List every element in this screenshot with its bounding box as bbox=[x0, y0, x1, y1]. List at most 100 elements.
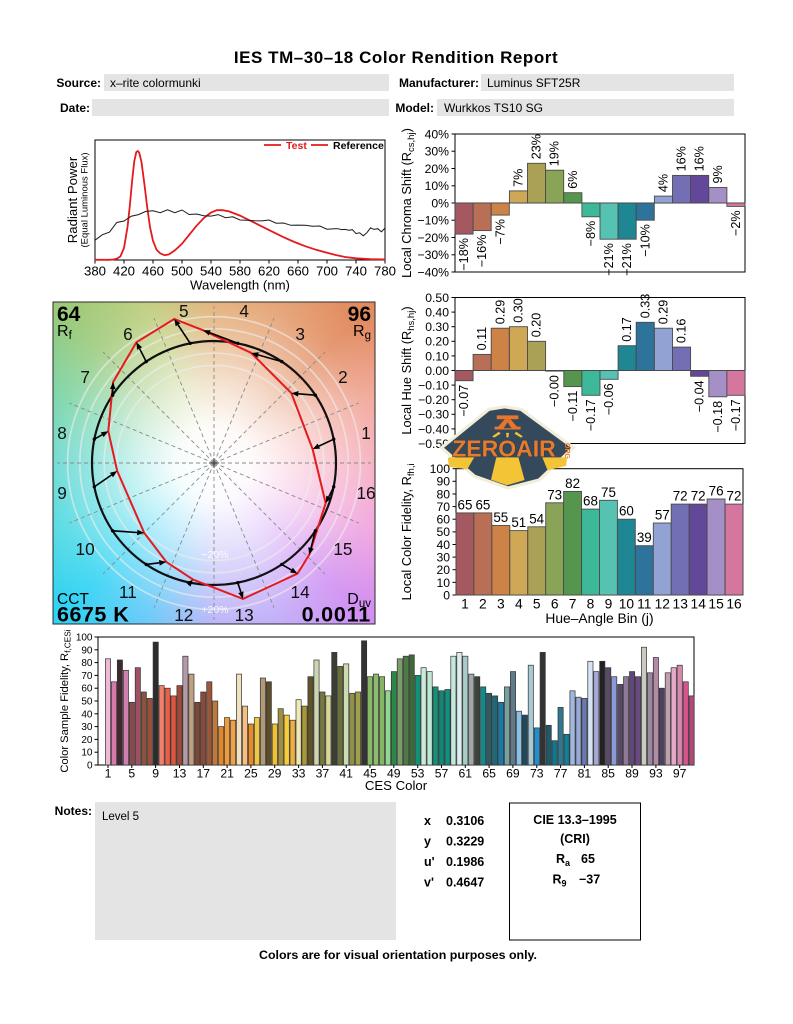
svg-text:3: 3 bbox=[295, 324, 305, 344]
svg-text:1: 1 bbox=[461, 597, 469, 612]
svg-text:51: 51 bbox=[511, 515, 526, 530]
svg-text:(Equal Luminous Flux): (Equal Luminous Flux) bbox=[80, 152, 91, 247]
svg-text:Test: Test bbox=[286, 140, 307, 152]
svg-text:70: 70 bbox=[81, 671, 93, 682]
svg-text:0.20: 0.20 bbox=[425, 335, 449, 349]
svg-text:96: 96 bbox=[348, 303, 371, 326]
svg-text:16%: 16% bbox=[693, 146, 707, 171]
svg-text:7: 7 bbox=[569, 597, 577, 612]
svg-text:y: y bbox=[424, 835, 431, 849]
svg-text:v': v' bbox=[424, 876, 434, 890]
svg-text:55: 55 bbox=[493, 510, 508, 525]
svg-text:Notes:: Notes: bbox=[55, 804, 92, 818]
svg-text:60: 60 bbox=[81, 684, 93, 695]
svg-text:−16%: −16% bbox=[475, 235, 489, 268]
svg-text:1: 1 bbox=[361, 423, 371, 443]
svg-text:80: 80 bbox=[436, 487, 450, 501]
svg-text:0.30: 0.30 bbox=[511, 298, 525, 323]
svg-text:40: 40 bbox=[436, 538, 450, 552]
svg-text:x: x bbox=[424, 814, 431, 828]
svg-text:10: 10 bbox=[436, 576, 450, 590]
svg-text:76: 76 bbox=[709, 484, 724, 499]
svg-text:0.3106: 0.3106 bbox=[446, 814, 484, 828]
svg-text:Model:: Model: bbox=[395, 101, 434, 115]
svg-text:0.20: 0.20 bbox=[530, 313, 544, 338]
svg-text:IES TM–30–18 Color Rendition R: IES TM–30–18 Color Rendition Report bbox=[234, 48, 558, 67]
svg-text:Local Hue Shift (Rhs,hj): Local Hue Shift (Rhs,hj) bbox=[399, 306, 417, 434]
svg-text:420: 420 bbox=[113, 264, 135, 279]
svg-text:Ra: Ra bbox=[556, 852, 571, 868]
svg-text:6675 K: 6675 K bbox=[57, 603, 129, 627]
svg-text:0.00: 0.00 bbox=[425, 364, 449, 378]
svg-text:72: 72 bbox=[727, 489, 742, 504]
svg-text:7%: 7% bbox=[511, 169, 525, 187]
svg-text:21: 21 bbox=[220, 767, 234, 781]
svg-text:2: 2 bbox=[479, 597, 487, 612]
svg-text:20: 20 bbox=[81, 735, 93, 746]
svg-text:49: 49 bbox=[387, 767, 401, 781]
svg-text:0.50: 0.50 bbox=[425, 291, 449, 305]
svg-text:Colors are for visual orientat: Colors are for visual orientation purpos… bbox=[259, 948, 537, 962]
svg-text:10: 10 bbox=[76, 539, 95, 559]
svg-text:40%: 40% bbox=[425, 127, 450, 141]
svg-text:0.1986: 0.1986 bbox=[446, 855, 484, 869]
svg-text:0: 0 bbox=[87, 761, 93, 772]
svg-text:−10%: −10% bbox=[638, 224, 652, 257]
svg-text:29: 29 bbox=[268, 767, 282, 781]
svg-text:64: 64 bbox=[57, 303, 81, 326]
svg-text:25: 25 bbox=[244, 767, 258, 781]
svg-text:15: 15 bbox=[708, 597, 724, 612]
svg-text:69: 69 bbox=[506, 767, 520, 781]
svg-text:82: 82 bbox=[565, 476, 580, 491]
svg-text:10: 10 bbox=[619, 597, 635, 612]
svg-text:4: 4 bbox=[239, 301, 249, 321]
svg-text:50: 50 bbox=[81, 697, 93, 708]
svg-text:Wurkkos TS10 SG: Wurkkos TS10 SG bbox=[444, 101, 543, 115]
svg-text:13: 13 bbox=[235, 605, 254, 625]
svg-text:0.3229: 0.3229 bbox=[446, 835, 484, 849]
svg-text:−2%: −2% bbox=[729, 210, 743, 236]
svg-text:39: 39 bbox=[637, 530, 652, 545]
svg-text:Radiant Power: Radiant Power bbox=[65, 156, 80, 243]
svg-text:53: 53 bbox=[411, 767, 425, 781]
svg-text:8: 8 bbox=[587, 597, 595, 612]
svg-text:73: 73 bbox=[547, 487, 562, 502]
svg-text:57: 57 bbox=[435, 767, 449, 781]
svg-text:57: 57 bbox=[655, 508, 670, 523]
svg-text:93: 93 bbox=[649, 767, 663, 781]
svg-text:CIE 13.3–1995: CIE 13.3–1995 bbox=[533, 813, 616, 827]
svg-text:10: 10 bbox=[81, 748, 93, 759]
svg-text:40: 40 bbox=[81, 709, 93, 720]
svg-text:33: 33 bbox=[292, 767, 306, 781]
svg-text:13: 13 bbox=[173, 767, 187, 781]
svg-text:R9: R9 bbox=[553, 873, 567, 889]
svg-text:6: 6 bbox=[551, 597, 559, 612]
svg-text:81: 81 bbox=[578, 767, 592, 781]
svg-text:0.4647: 0.4647 bbox=[446, 876, 484, 890]
svg-text:61: 61 bbox=[459, 767, 473, 781]
svg-text:68: 68 bbox=[583, 494, 598, 509]
svg-text:8: 8 bbox=[57, 423, 67, 443]
svg-text:700: 700 bbox=[316, 264, 338, 279]
svg-text:0.29: 0.29 bbox=[656, 300, 670, 325]
svg-text:+20%: +20% bbox=[201, 604, 228, 616]
svg-text:0.0011: 0.0011 bbox=[302, 603, 371, 627]
svg-text:16%: 16% bbox=[675, 146, 689, 171]
svg-text:54: 54 bbox=[529, 511, 544, 526]
svg-text:5: 5 bbox=[128, 767, 135, 781]
svg-text:−21%: −21% bbox=[620, 243, 634, 276]
svg-text:0.30: 0.30 bbox=[425, 320, 449, 334]
svg-text:14: 14 bbox=[291, 582, 311, 602]
svg-text:16: 16 bbox=[726, 597, 742, 612]
svg-text:75: 75 bbox=[601, 485, 616, 500]
svg-text:0.40: 0.40 bbox=[425, 306, 449, 320]
svg-text:7: 7 bbox=[80, 367, 90, 387]
svg-text:−20%: −20% bbox=[417, 231, 449, 245]
svg-text:660: 660 bbox=[287, 264, 309, 279]
svg-text:9: 9 bbox=[57, 483, 67, 503]
svg-text:20: 20 bbox=[436, 563, 450, 577]
svg-text:u': u' bbox=[424, 855, 435, 869]
svg-text:500: 500 bbox=[171, 264, 193, 279]
svg-text:30: 30 bbox=[436, 551, 450, 565]
svg-text:740: 740 bbox=[345, 264, 367, 279]
